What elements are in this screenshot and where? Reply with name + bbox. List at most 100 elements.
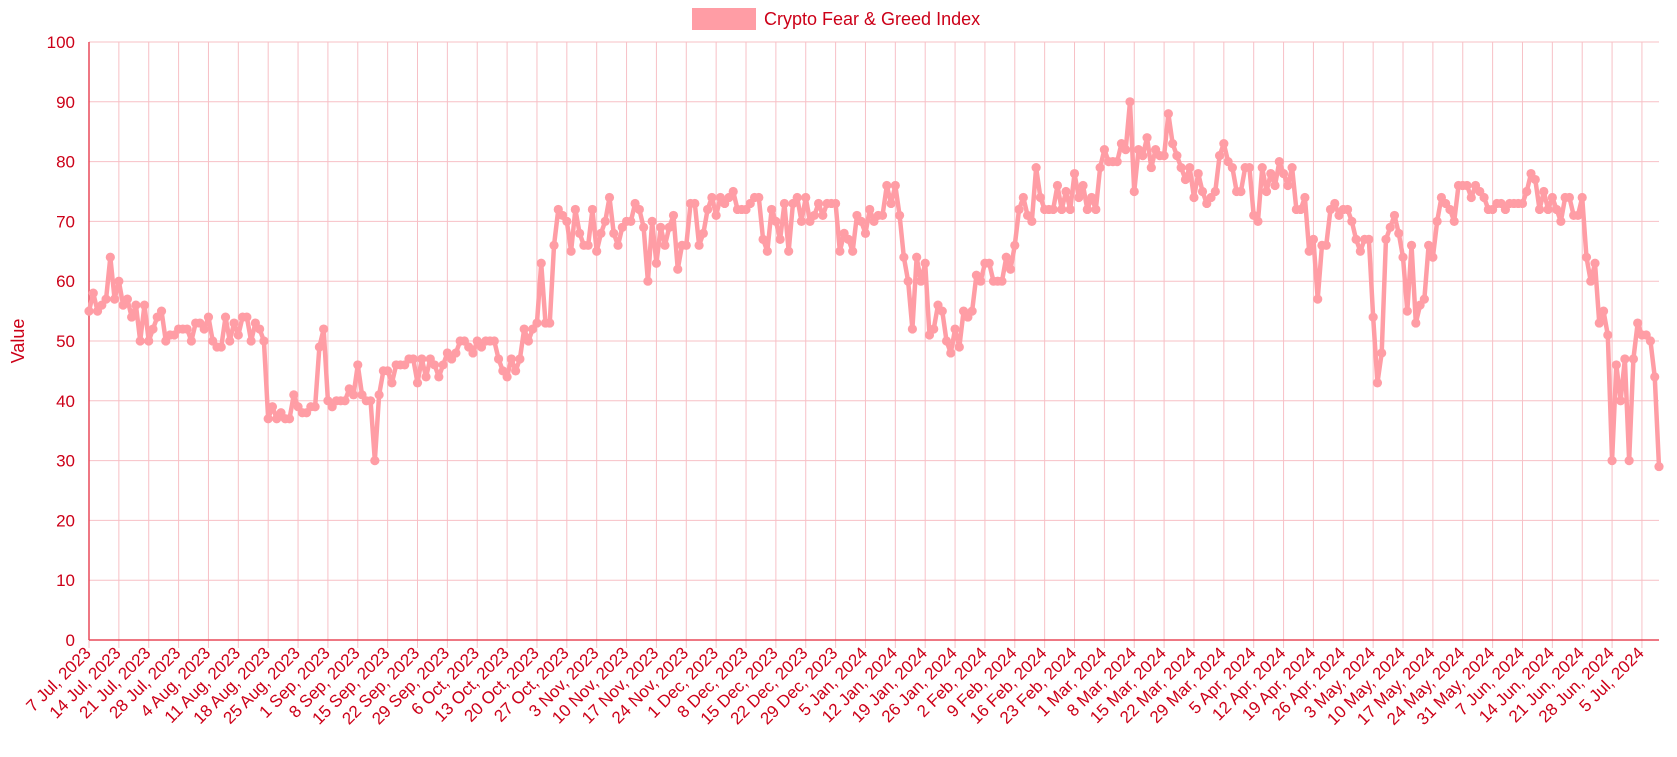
data-point <box>664 222 674 232</box>
data-point <box>1573 210 1583 221</box>
y-axis-title: Value <box>8 319 28 364</box>
data-point <box>1445 204 1455 215</box>
data-point <box>728 186 738 197</box>
data-point <box>1219 139 1229 149</box>
data-point <box>1552 204 1562 215</box>
data-point <box>976 276 986 286</box>
data-point <box>681 240 691 250</box>
data-point <box>1035 192 1045 203</box>
data-point <box>946 348 956 358</box>
data-point <box>468 348 478 358</box>
data-point <box>1432 216 1442 226</box>
data-point <box>144 336 154 346</box>
data-point <box>242 312 252 322</box>
data-point <box>1244 162 1255 173</box>
data-point <box>758 234 768 244</box>
data-point <box>609 228 619 238</box>
data-point <box>1355 246 1365 256</box>
data-point <box>703 204 713 215</box>
data-point <box>1364 234 1374 244</box>
data-point <box>886 198 896 209</box>
data-point <box>877 210 888 221</box>
data-point <box>1193 168 1203 179</box>
data-point <box>967 306 977 316</box>
data-point <box>941 336 952 346</box>
data-point <box>813 198 824 209</box>
data-point <box>1057 204 1067 215</box>
data-point <box>1398 252 1408 262</box>
data-point <box>583 240 593 250</box>
data-point <box>1564 192 1575 203</box>
data-point <box>545 318 555 328</box>
data-point <box>225 336 235 346</box>
data-point <box>562 216 572 226</box>
data-point <box>438 360 448 370</box>
data-point <box>417 354 427 364</box>
data-point <box>1449 216 1459 226</box>
data-point <box>1287 162 1297 173</box>
data-point <box>1347 216 1357 226</box>
data-point <box>907 324 917 334</box>
data-point <box>88 288 98 298</box>
legend-swatch <box>692 8 756 30</box>
data-point <box>1479 192 1489 203</box>
y-tick-label: 50 <box>56 332 75 351</box>
data-point <box>1624 456 1634 466</box>
data-point <box>1082 204 1092 215</box>
data-point <box>626 216 636 226</box>
data-point <box>801 192 811 203</box>
data-point <box>831 198 841 209</box>
data-point <box>1603 330 1613 340</box>
data-point <box>954 342 964 352</box>
data-point <box>114 276 124 286</box>
data-point <box>1394 228 1404 238</box>
data-point <box>523 336 534 346</box>
data-point <box>1543 204 1553 215</box>
data-point <box>1091 204 1101 215</box>
data-point <box>1517 198 1528 209</box>
data-point <box>267 402 278 412</box>
data-point <box>860 228 871 238</box>
data-point <box>656 222 666 232</box>
data-point <box>903 276 913 286</box>
data-point <box>1253 216 1263 226</box>
data-point <box>792 192 802 203</box>
data-point <box>1112 157 1122 167</box>
data-point <box>613 240 623 250</box>
data-point <box>1377 348 1387 358</box>
data-point <box>370 456 380 466</box>
data-point <box>1462 180 1472 191</box>
data-point <box>1628 354 1639 364</box>
data-point <box>84 306 94 316</box>
y-tick-label: 0 <box>66 631 75 650</box>
y-tick-label: 40 <box>56 392 75 411</box>
data-point <box>1330 198 1340 209</box>
data-point <box>843 234 854 244</box>
data-point <box>1214 151 1225 161</box>
data-point <box>1530 174 1540 185</box>
data-point <box>937 306 947 316</box>
data-point <box>1428 252 1438 262</box>
y-tick-label: 10 <box>56 571 75 590</box>
data-point <box>1236 186 1246 197</box>
data-point <box>348 390 359 400</box>
data-point <box>310 402 320 412</box>
data-point <box>101 294 111 304</box>
data-point <box>775 234 785 244</box>
data-point <box>1099 145 1109 155</box>
data-point <box>894 210 905 221</box>
series-line <box>86 99 1662 469</box>
data-point <box>754 192 764 203</box>
data-point <box>600 216 610 226</box>
data-point <box>1424 240 1434 250</box>
data-point <box>263 414 273 424</box>
data-point <box>1372 378 1383 388</box>
data-point <box>139 300 150 310</box>
data-point <box>890 180 900 191</box>
data-point <box>1142 133 1152 143</box>
data-point <box>1129 186 1139 197</box>
y-tick-label: 70 <box>56 212 75 231</box>
data-point <box>131 300 141 310</box>
data-point <box>1590 258 1600 268</box>
data-point <box>856 216 866 226</box>
